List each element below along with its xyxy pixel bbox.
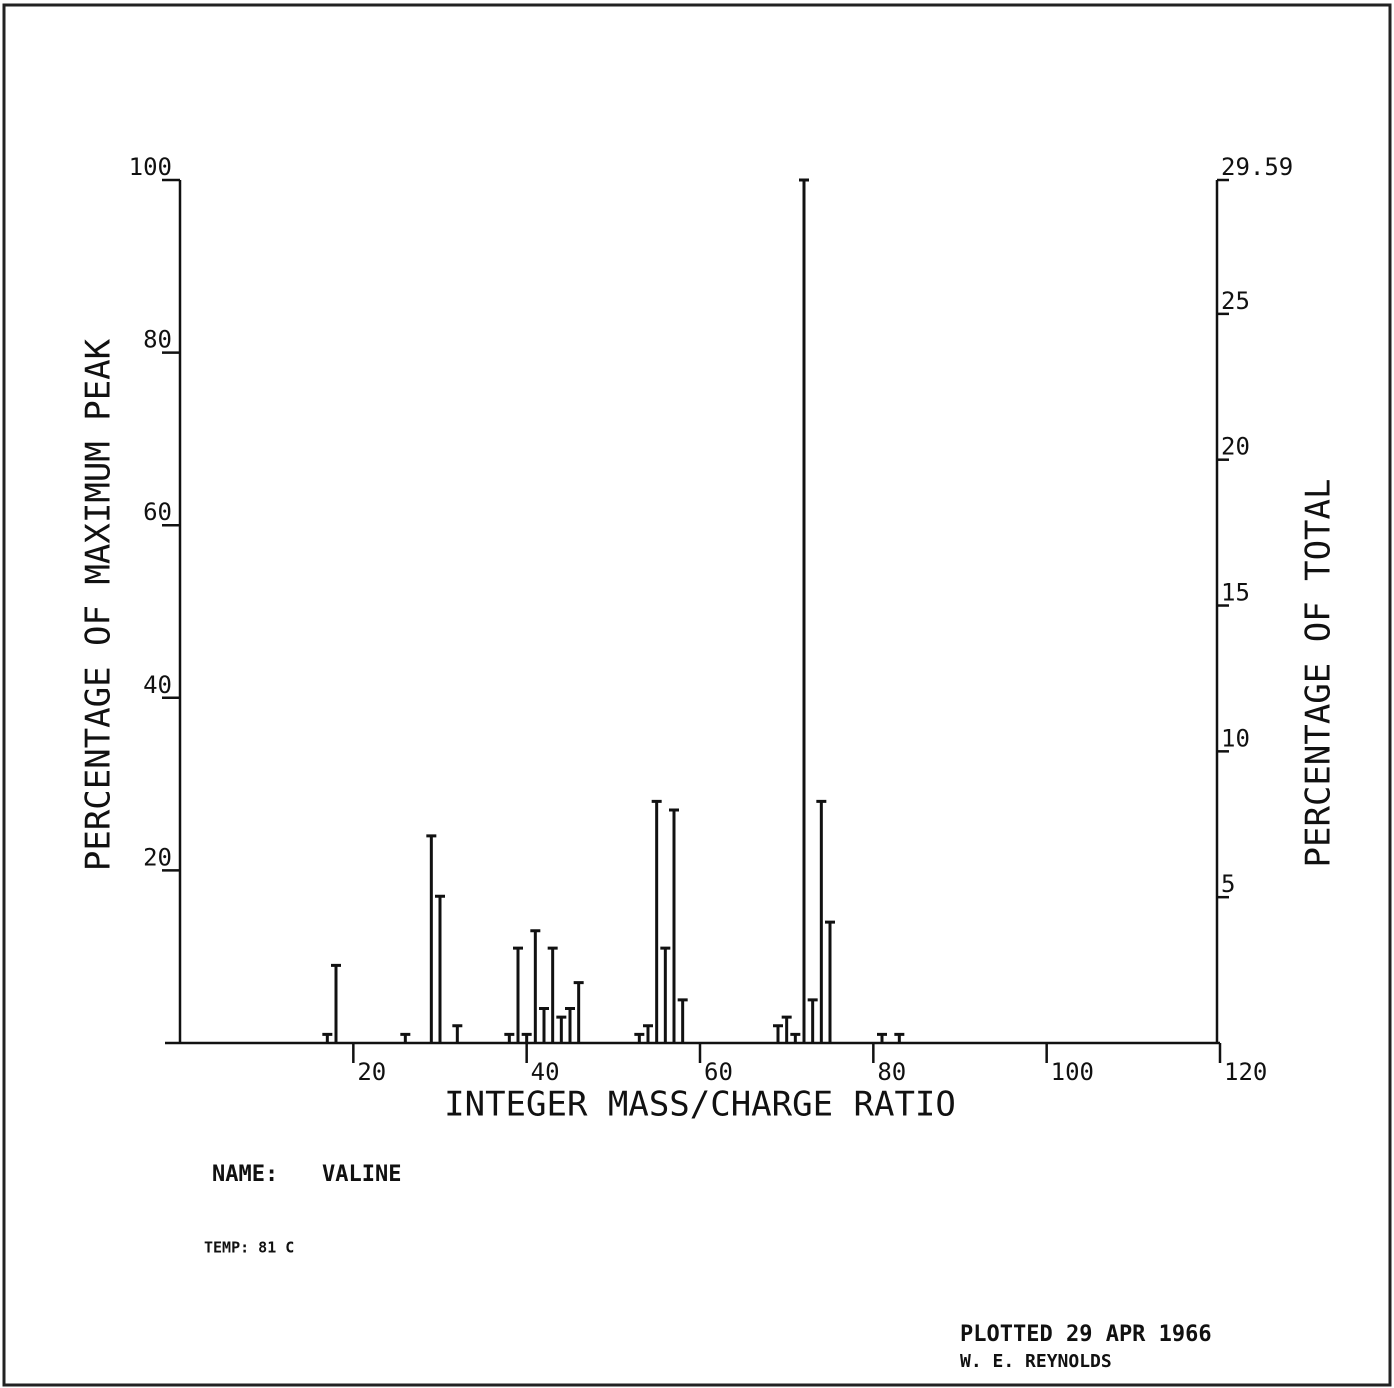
peak <box>807 998 818 1043</box>
peak <box>504 1032 515 1043</box>
stem <box>530 929 541 1043</box>
y2-tick-label: 29.59 <box>1221 153 1293 181</box>
stem <box>547 946 558 1043</box>
peak <box>677 998 688 1043</box>
peak <box>521 1032 532 1043</box>
stem <box>322 1032 333 1043</box>
y-tick-label: 100 <box>129 153 172 181</box>
stem <box>669 808 679 1043</box>
stem <box>331 963 341 1043</box>
peak <box>530 929 541 1043</box>
stem <box>400 1032 411 1043</box>
x-tick-label: 100 <box>1051 1058 1094 1086</box>
peak <box>790 1032 801 1043</box>
y2-tick-label: 10 <box>1221 724 1250 752</box>
peak <box>565 1006 575 1043</box>
stem <box>565 1006 575 1043</box>
y2-axis-label: PERCENTAGE OF TOTAL <box>1299 479 1339 868</box>
x-axis-label: INTEGER MASS/CHARGE RATIO <box>444 1085 956 1125</box>
peak <box>799 178 809 1043</box>
stem <box>513 946 523 1043</box>
x-tick-label: 40 <box>531 1058 560 1086</box>
peak <box>322 1032 333 1043</box>
author: W. E. REYNOLDS <box>960 1351 1112 1372</box>
stem <box>799 178 809 1043</box>
stem <box>816 799 827 1043</box>
y-tick-label: 80 <box>143 326 172 354</box>
stem <box>660 946 671 1043</box>
stem <box>894 1032 905 1043</box>
stem <box>825 920 835 1043</box>
peak <box>539 1006 549 1043</box>
peak <box>426 834 437 1043</box>
stem <box>634 1032 645 1043</box>
peak <box>643 1024 653 1043</box>
stem <box>452 1024 463 1043</box>
stem <box>781 1015 792 1043</box>
stem <box>556 1015 567 1043</box>
y-tick-label: 40 <box>143 671 172 699</box>
stem <box>677 998 688 1043</box>
peak <box>547 946 558 1043</box>
peak <box>634 1032 645 1043</box>
stem <box>643 1024 653 1043</box>
peak <box>781 1015 792 1043</box>
name-label: NAME: <box>212 1162 278 1187</box>
y-tick-label: 20 <box>143 843 172 871</box>
peak <box>452 1024 463 1043</box>
peak <box>435 894 445 1043</box>
temp: TEMP: 81 C <box>204 1239 294 1257</box>
y2-tick-label: 15 <box>1221 579 1250 607</box>
stem <box>573 981 584 1043</box>
peak <box>573 981 584 1043</box>
stem <box>877 1032 887 1043</box>
peak <box>669 808 679 1043</box>
x-tick-label: 80 <box>877 1058 906 1086</box>
peak <box>331 963 341 1043</box>
y-axis-label: PERCENTAGE OF MAXIMUM PEAK <box>79 338 119 871</box>
name-value: VALINE <box>322 1162 401 1187</box>
stem <box>521 1032 532 1043</box>
stem <box>651 799 662 1043</box>
stem <box>504 1032 515 1043</box>
peak <box>825 920 835 1043</box>
peak <box>660 946 671 1043</box>
y-tick-label: 60 <box>143 498 172 526</box>
x-tick-label: 120 <box>1224 1058 1267 1086</box>
x-tick-label: 60 <box>704 1058 733 1086</box>
stem <box>773 1024 783 1043</box>
frame <box>2 3 1392 1387</box>
stem <box>790 1032 801 1043</box>
peak <box>400 1032 411 1043</box>
stem <box>807 998 818 1043</box>
y2-tick-label: 20 <box>1221 433 1250 461</box>
stem <box>539 1006 549 1043</box>
peak <box>877 1032 887 1043</box>
peak <box>651 799 662 1043</box>
stem <box>435 894 445 1043</box>
stem <box>426 834 437 1043</box>
peak <box>773 1024 783 1043</box>
plotted: PLOTTED 29 APR 1966 <box>960 1322 1212 1347</box>
peak <box>816 799 827 1043</box>
y2-tick-label: 5 <box>1221 870 1235 898</box>
y2-tick-label: 25 <box>1221 287 1250 315</box>
x-tick-label: 20 <box>357 1058 386 1086</box>
peak <box>556 1015 567 1043</box>
peak <box>513 946 523 1043</box>
peak <box>894 1032 905 1043</box>
